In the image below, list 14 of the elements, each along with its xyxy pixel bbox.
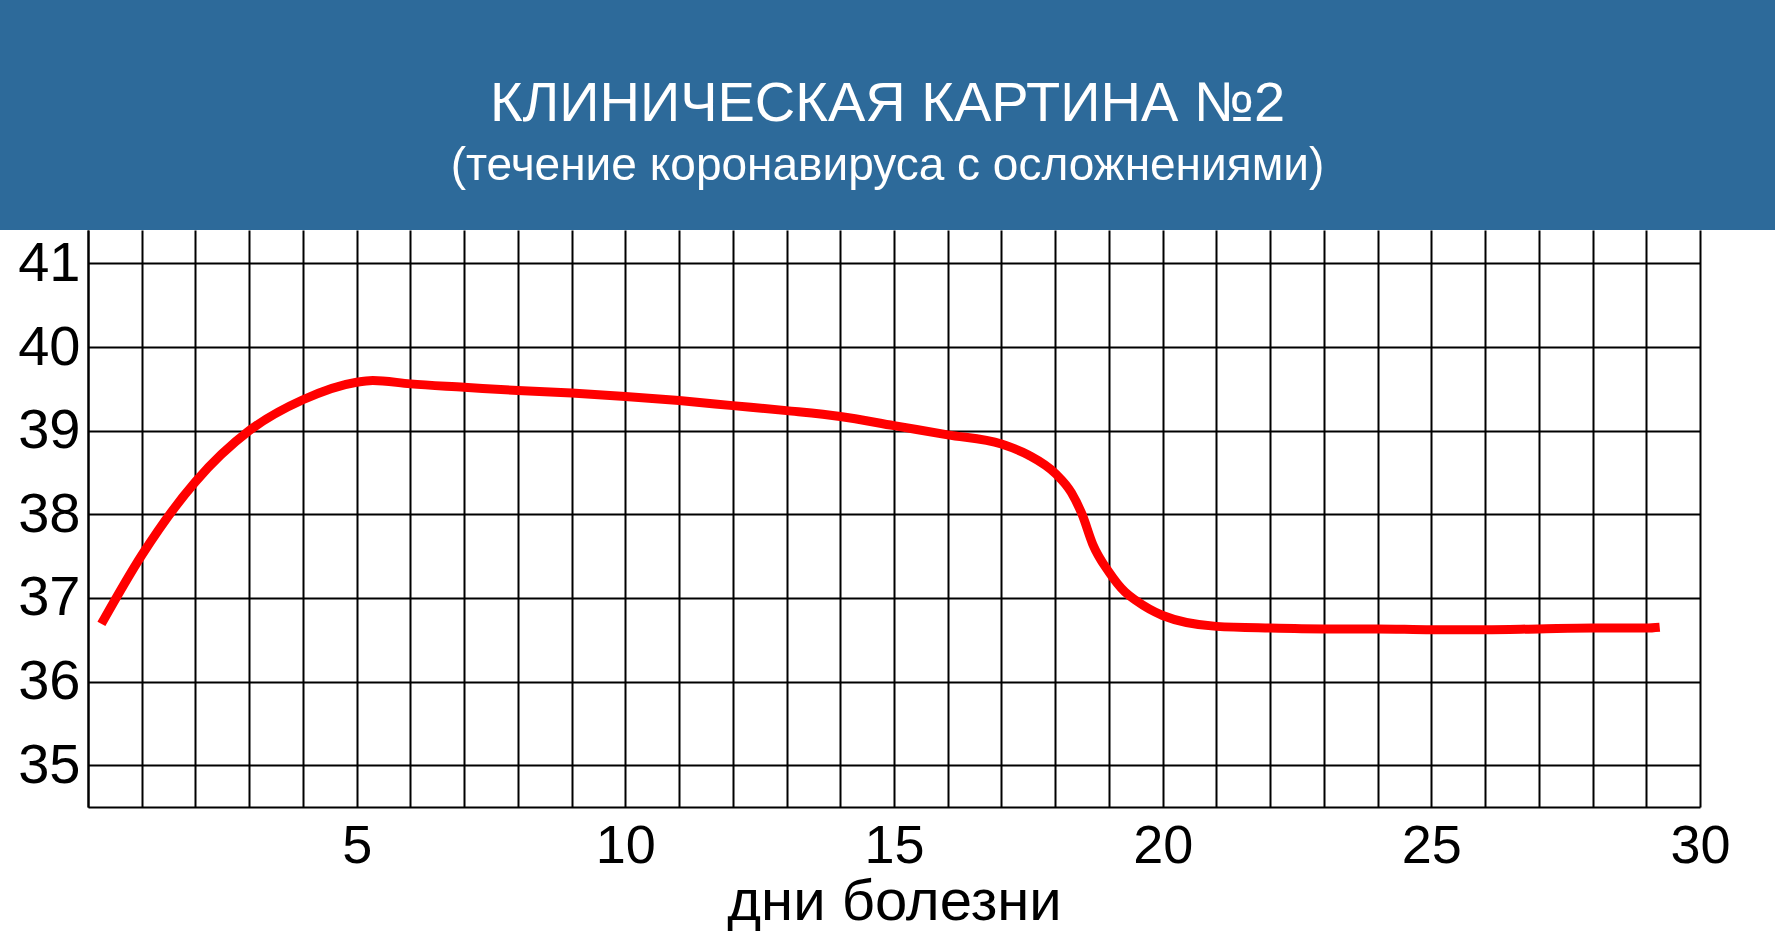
y-tick-label: 37 — [18, 564, 81, 628]
y-tick-label: 38 — [18, 480, 81, 544]
y-tick-label: 35 — [18, 731, 81, 795]
y-tick-label: 41 — [18, 229, 81, 293]
chart-title: КЛИНИЧЕСКАЯ КАРТИНА №2 — [489, 70, 1286, 133]
x-tick-label: 20 — [1133, 813, 1194, 874]
x-tick-label: 10 — [595, 813, 656, 874]
x-tick-label: 30 — [1670, 813, 1731, 874]
x-tick-label: 25 — [1401, 813, 1462, 874]
y-tick-label: 40 — [18, 313, 81, 377]
chart-subtitle: (течение коронавируса с осложнениями) — [450, 138, 1325, 190]
x-tick-label: 5 — [342, 813, 373, 874]
y-tick-label: 36 — [18, 648, 81, 712]
y-tick-label: 39 — [18, 397, 81, 461]
